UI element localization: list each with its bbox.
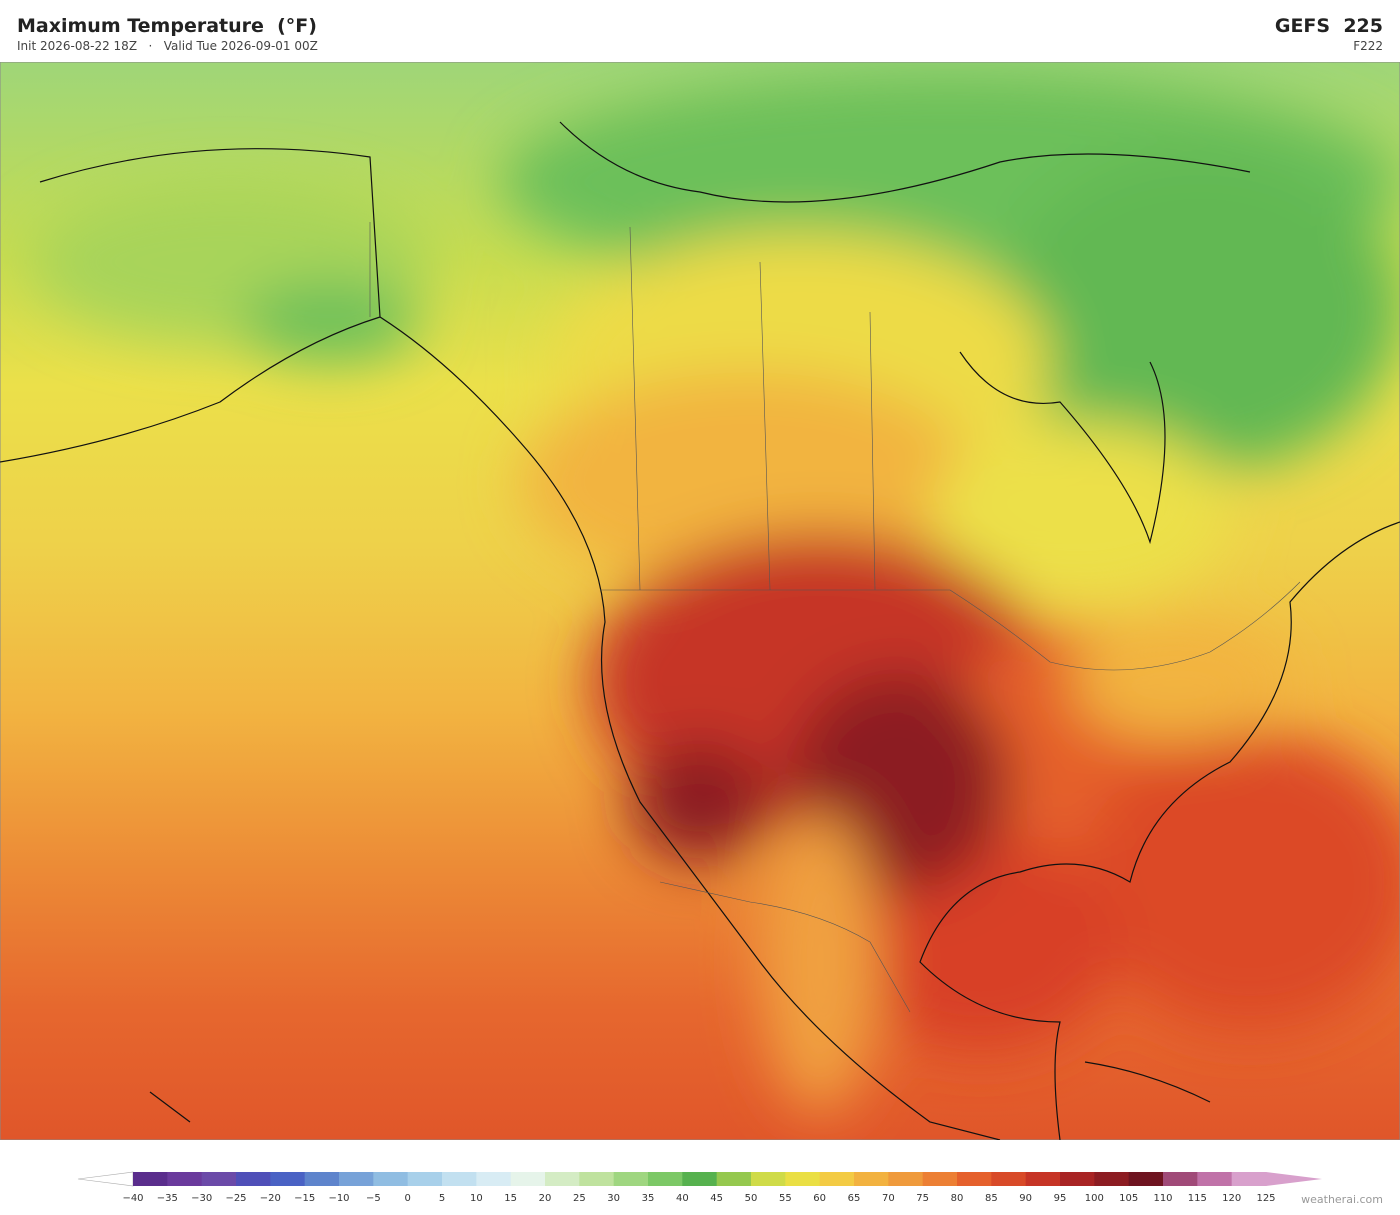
- init-time: Init 2026-08-22 18Z: [17, 39, 138, 53]
- colorbar-tick-label: 35: [642, 1193, 655, 1204]
- colorbar-under: [77, 1171, 134, 1187]
- colorbar-segment: [579, 1172, 615, 1186]
- colorbar-tick-label: 125: [1256, 1193, 1275, 1204]
- colorbar-tick-label: −25: [225, 1193, 246, 1204]
- colorbar-segment: [751, 1172, 786, 1186]
- colorbar-segment: [236, 1172, 271, 1186]
- colorbar-segment: [854, 1172, 889, 1186]
- colorbar-tick-label: 50: [745, 1193, 758, 1204]
- colorbar-segment: [339, 1172, 374, 1186]
- colorbar-tick-label: 10: [470, 1193, 483, 1204]
- frame-label: F222: [1353, 39, 1383, 53]
- colorbar-segment: [373, 1172, 409, 1186]
- colorbar-tick-label: 45: [710, 1193, 723, 1204]
- colorbar-tick-label: 55: [779, 1193, 792, 1204]
- colorbar: −40 −35 −30 −25 −20 −15 −10 −5 0 5 10 15 20 25 30 35 40 4…: [77, 1171, 1322, 1204]
- colorbar-segment: [1128, 1172, 1164, 1186]
- colorbar-tick-label: 65: [848, 1193, 861, 1204]
- colorbar-tick-label: −30: [191, 1193, 212, 1204]
- colorbar-segment: [991, 1172, 1027, 1186]
- colorbar-segment: [304, 1172, 340, 1186]
- model-label: GEFS 225: [1274, 15, 1383, 37]
- colorbar-segment: [407, 1172, 443, 1186]
- colorbar-tick-label: 100: [1085, 1193, 1104, 1204]
- colorbar-segment: [1025, 1172, 1061, 1186]
- colorbar-tick-label: −20: [260, 1193, 281, 1204]
- colorbar-segment: [888, 1172, 924, 1186]
- colorbar-segment: [442, 1172, 477, 1186]
- title: Maximum Temperature (°F): [17, 15, 317, 37]
- colorbar-tick-label: 95: [1054, 1193, 1067, 1204]
- colorbar-segment: [476, 1172, 512, 1186]
- colorbar-segment: [1197, 1172, 1233, 1186]
- map: [0, 62, 1400, 1140]
- colorbar-segment: [510, 1172, 546, 1186]
- colorbar-segment: [1231, 1172, 1267, 1186]
- colorbar-segment: [133, 1172, 168, 1186]
- colorbar-segment: [716, 1172, 752, 1186]
- colorbar-tick-label: −10: [328, 1193, 349, 1204]
- subtitle: Init 2026-08-22 18Z · Valid Tue 2026-09-…: [17, 39, 318, 53]
- colorbar-tick-label: −5: [366, 1193, 381, 1204]
- colorbar-tick-label: 25: [573, 1193, 586, 1204]
- coastlines: [0, 121, 1400, 1140]
- colorbar-tick-label: 20: [539, 1193, 552, 1204]
- colorbar-tick-label: 5: [439, 1193, 445, 1204]
- colorbar-tick-label: 15: [504, 1193, 517, 1204]
- colorbar-tick-label: 75: [916, 1193, 929, 1204]
- colorbar-segment: [201, 1172, 237, 1186]
- colorbar-tick-label: −15: [294, 1193, 315, 1204]
- colorbar-segment: [819, 1172, 855, 1186]
- colorbar-segment: [785, 1172, 821, 1186]
- colorbar-segment: [1094, 1172, 1130, 1186]
- credit: weatherai.com: [1301, 1193, 1383, 1206]
- colorbar-segment: [957, 1172, 992, 1186]
- colorbar-segment: [545, 1172, 580, 1186]
- colorbar-tick-label: 60: [813, 1193, 826, 1204]
- separator: ·: [148, 39, 153, 53]
- colorbar-segment: [167, 1172, 203, 1186]
- colorbar-tick-label: 80: [951, 1193, 964, 1204]
- colorbar-segment: [682, 1172, 718, 1186]
- colorbar-tick-label: 110: [1153, 1193, 1172, 1204]
- colorbar-segment: [613, 1172, 649, 1186]
- colorbar-segment: [648, 1172, 683, 1186]
- colorbar-segment: [1060, 1172, 1095, 1186]
- colorbar-tick-label: 105: [1119, 1193, 1138, 1204]
- colorbar-tick-label: 30: [607, 1193, 620, 1204]
- colorbar-over: [1266, 1172, 1322, 1186]
- temperature-field: [30, 72, 1400, 1112]
- borders: [369, 222, 1301, 1013]
- colorbar-tick-label: 90: [1019, 1193, 1032, 1204]
- colorbar-tick-label: −35: [157, 1193, 178, 1204]
- colorbar-segment: [922, 1172, 958, 1186]
- colorbar-tick-label: 0: [404, 1193, 410, 1204]
- valid-time: Valid Tue 2026-09-01 00Z: [163, 39, 318, 53]
- colorbar-tick-label: 120: [1222, 1193, 1241, 1204]
- colorbar-segment: [1163, 1172, 1198, 1186]
- colorbar-segment: [270, 1172, 306, 1186]
- colorbar-tick-label: −40: [122, 1193, 143, 1204]
- colorbar-tick-label: 40: [676, 1193, 689, 1204]
- colorbar-tick-label: 85: [985, 1193, 998, 1204]
- colorbar-tick-label: 115: [1188, 1193, 1207, 1204]
- colorbar-tick-label: 70: [882, 1193, 895, 1204]
